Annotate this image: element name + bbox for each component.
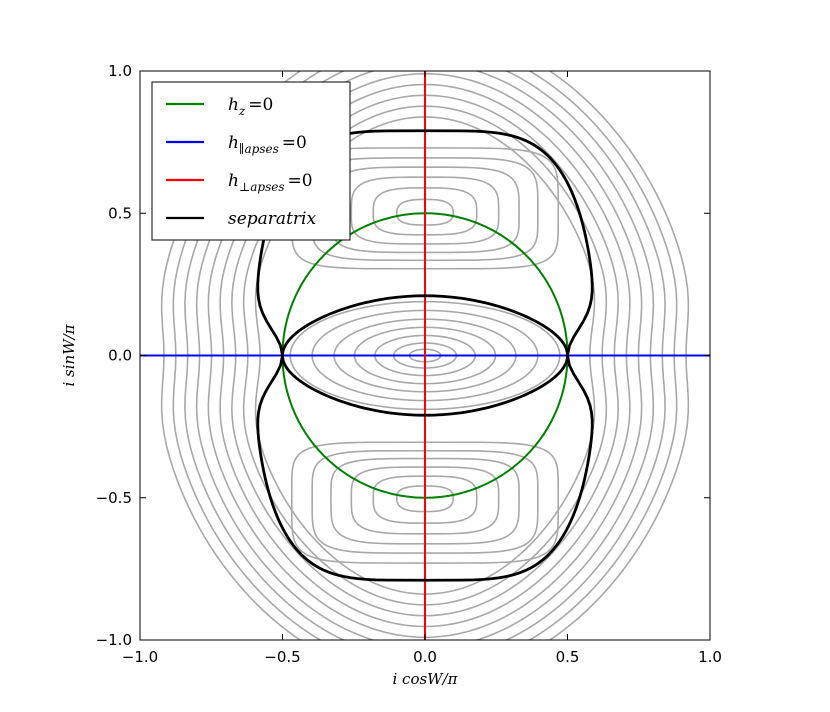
- ticks: [139, 70, 711, 641]
- legend: hz =0 h∥apses =0 h⊥apses =0 separatrix: [151, 81, 351, 241]
- y-tick-label: 0.0: [108, 347, 132, 365]
- lobe-contour: [395, 485, 455, 513]
- legend-box: [151, 81, 351, 241]
- separatrix-inner: [281, 294, 569, 417]
- lobe-contour: [330, 457, 520, 545]
- x-tick-label: −0.5: [264, 648, 300, 666]
- y-tick-labels: −1.0 −0.5 0.0 0.5 1.0: [96, 62, 132, 649]
- lobe-contour: [311, 449, 539, 554]
- lobe-contour: [395, 198, 455, 226]
- lobe-contour: [290, 441, 560, 564]
- x-tick-label: 0.0: [413, 648, 437, 666]
- y-tick-label: 1.0: [108, 62, 132, 80]
- x-tick-label: 0.5: [556, 648, 580, 666]
- legend-label: hz =0: [228, 95, 273, 118]
- lobe-contour: [372, 187, 478, 236]
- lobe-contour: [350, 176, 500, 245]
- lobe-contour: [372, 475, 478, 524]
- y-axis-label: i sinW/π: [60, 323, 78, 386]
- y-tick-label: −1.0: [96, 631, 132, 649]
- legend-label: h⊥apses =0: [228, 171, 313, 194]
- legend-label: h∥apses =0: [228, 133, 307, 156]
- x-tick-label: −1.0: [122, 648, 158, 666]
- x-tick-label: 1.0: [698, 648, 722, 666]
- lobe-contour: [350, 466, 500, 535]
- y-tick-label: 0.5: [108, 204, 132, 222]
- legend-label: separatrix: [228, 209, 316, 229]
- series-layer: [140, 71, 710, 640]
- x-axis-label: i cosW/π: [392, 670, 458, 688]
- x-tick-labels: −1.0 −0.5 0.0 0.5 1.0: [122, 648, 722, 666]
- y-tick-label: −0.5: [96, 489, 132, 507]
